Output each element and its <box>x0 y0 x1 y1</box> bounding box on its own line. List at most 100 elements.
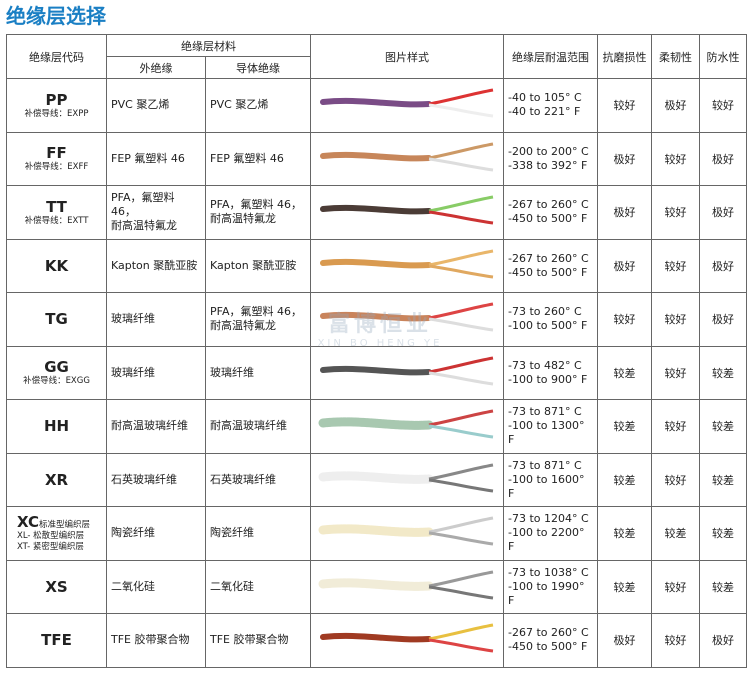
cable-jacket <box>320 258 432 269</box>
table-row: TT 补偿导线：EXTT PFA，氟塑料 46， 耐高温特氟龙 PFA，氟塑料 46，耐… <box>6 185 747 240</box>
waterproof-cell: 极好 <box>699 238 747 293</box>
cable-wire <box>428 371 494 386</box>
temp-text: -267 to 260° C <box>508 251 589 265</box>
code: GG <box>44 358 69 377</box>
temp-cell: -40 to 105° C -40 to 221° F <box>503 78 598 133</box>
conductor-text: 耐高温特氟龙 <box>210 319 276 333</box>
image-cell <box>310 78 504 133</box>
temp-cell: -267 to 260° C -450 to 500° F <box>503 185 598 240</box>
code: PP <box>45 90 68 109</box>
cable-image <box>318 516 494 546</box>
cable-image <box>320 249 494 279</box>
code-note: 补偿导线：EXPP <box>24 108 89 119</box>
abrasion-cell: 较差 <box>597 399 652 454</box>
conductor-cell: 二氧化硅 <box>205 559 311 614</box>
code-cell: GG 补偿导线：EXGG <box>6 345 107 400</box>
temp-cell: -73 to 871° C -100 to 1600° F <box>503 452 598 507</box>
cable-wire <box>428 302 494 320</box>
image-cell <box>310 506 504 561</box>
code: TG <box>45 310 68 329</box>
conductor-cell: 石英玻璃纤维 <box>205 452 311 507</box>
conductor-text: Kapton 聚酰亚胺 <box>210 258 297 272</box>
cable-jacket <box>318 578 434 591</box>
header-cell: 绝缘层耐温范围 <box>503 34 598 79</box>
temp-text: -73 to 871° C <box>508 405 582 419</box>
temp-text: -73 to 482° C <box>508 358 582 372</box>
cable-wire <box>428 195 494 213</box>
flexibility-cell: 较好 <box>651 131 700 186</box>
temp-text: -73 to 1204° C <box>508 512 589 526</box>
conductor-text: FEP 氟塑料 46 <box>210 151 284 165</box>
temp-text: -73 to 260° C <box>508 305 582 319</box>
outer-cell: Kapton 聚酰亚胺 <box>106 238 206 293</box>
header-cell: 导体绝缘 <box>205 56 311 79</box>
waterproof-cell: 极好 <box>699 185 747 240</box>
temp-text: -100 to 1300° F <box>508 419 585 447</box>
waterproof-cell: 极好 <box>699 131 747 186</box>
code-note: 补偿导线：EXGG <box>23 376 90 387</box>
temp-cell: -73 to 260° C -100 to 500° F <box>503 292 598 347</box>
abrasion-cell: 极好 <box>597 185 652 240</box>
flexibility-cell: 较好 <box>651 292 700 347</box>
flexibility-cell: 较好 <box>651 185 700 240</box>
code: XC <box>17 513 40 532</box>
outer-cell: PVC 聚乙烯 <box>106 78 206 133</box>
code-cell: XR <box>6 452 107 507</box>
conductor-cell: 陶瓷纤维 <box>205 506 311 561</box>
temp-text: -200 to 200° C <box>508 144 589 158</box>
code-cell: PP 补偿导线：EXPP <box>6 78 107 133</box>
abrasion-cell: 较好 <box>597 78 652 133</box>
outer-cell: FEP 氟塑料 46 <box>106 131 206 186</box>
conductor-text: 二氧化硅 <box>210 579 254 593</box>
header-cell: 抗磨损性 <box>597 34 652 79</box>
cable-wire <box>428 570 494 588</box>
outer-text: 玻璃纤维 <box>111 312 155 326</box>
table-row: PP 补偿导线：EXPP PVC 聚乙烯 PVC 聚乙烯 -40 to 105° C -4… <box>6 78 747 133</box>
outer-cell: 玻璃纤维 <box>106 292 206 347</box>
header-cell: 绝缘层代码 <box>6 34 107 79</box>
image-cell <box>310 613 504 668</box>
conductor-cell: 耐高温玻璃纤维 <box>205 399 311 454</box>
conductor-text: PVC 聚乙烯 <box>210 98 269 112</box>
temp-text: -40 to 105° C <box>508 91 582 105</box>
code-note: 标准型编织层 <box>39 520 91 531</box>
cable-jacket <box>318 471 434 484</box>
abrasion-cell: 极好 <box>597 238 652 293</box>
temp-cell: -73 to 1204° C -100 to 2200° F <box>503 506 598 561</box>
temp-cell: -267 to 260° C -450 to 500° F <box>503 238 598 293</box>
temp-text: -267 to 260° C <box>508 198 589 212</box>
insulation-table: 绝缘层代码 绝缘层材料 图片样式 绝缘层耐温范围 抗磨损性 柔韧性 防水性 外绝… <box>6 34 747 668</box>
temp-text: -100 to 2200° F <box>508 526 585 554</box>
cable-jacket <box>320 151 432 162</box>
waterproof-cell: 极好 <box>699 292 747 347</box>
code: FF <box>46 144 67 163</box>
cable-image <box>320 88 494 118</box>
temp-text: -100 to 500° F <box>508 319 588 333</box>
image-cell <box>310 345 504 400</box>
outer-cell: 陶瓷纤维 <box>106 506 206 561</box>
cable-image <box>318 463 494 493</box>
cable-wire <box>428 424 494 439</box>
image-cell <box>310 185 504 240</box>
waterproof-cell: 较差 <box>699 345 747 400</box>
cable-image <box>320 623 494 653</box>
temp-cell: -73 to 871° C -100 to 1300° F <box>503 399 598 454</box>
outer-text: TFE 胶带聚合物 <box>111 633 190 647</box>
header-cell: 图片样式 <box>310 34 504 79</box>
cable-image <box>320 302 494 332</box>
table-row: FF 补偿导线：EXFF FEP 氟塑料 46 FEP 氟塑料 46 -200 to 2… <box>6 131 747 186</box>
abrasion-cell: 极好 <box>597 131 652 186</box>
flexibility-cell: 较好 <box>651 613 700 668</box>
outer-text: 陶瓷纤维 <box>111 526 155 540</box>
code-cell: TFE <box>6 613 107 668</box>
abrasion-cell: 较差 <box>597 559 652 614</box>
code-cell: HH <box>6 399 107 454</box>
code-cell: TT 补偿导线：EXTT <box>6 185 107 240</box>
temp-text: -267 to 260° C <box>508 626 589 640</box>
header-cell: 柔韧性 <box>651 34 700 79</box>
cable-jacket <box>320 312 432 322</box>
code: HH <box>43 417 70 436</box>
header-cell: 外绝缘 <box>106 56 206 79</box>
cable-wire <box>428 157 494 172</box>
